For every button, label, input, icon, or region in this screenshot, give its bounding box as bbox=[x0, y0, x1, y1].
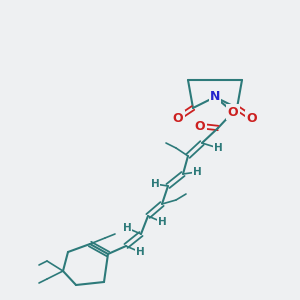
Text: O: O bbox=[173, 112, 183, 124]
Text: H: H bbox=[214, 143, 222, 153]
Text: O: O bbox=[195, 119, 205, 133]
Text: O: O bbox=[247, 112, 257, 124]
Text: H: H bbox=[151, 179, 159, 189]
Text: H: H bbox=[158, 217, 166, 227]
Text: H: H bbox=[193, 167, 201, 177]
Text: N: N bbox=[210, 91, 220, 103]
Text: H: H bbox=[136, 247, 144, 257]
Text: H: H bbox=[123, 223, 131, 233]
Text: O: O bbox=[228, 106, 238, 118]
